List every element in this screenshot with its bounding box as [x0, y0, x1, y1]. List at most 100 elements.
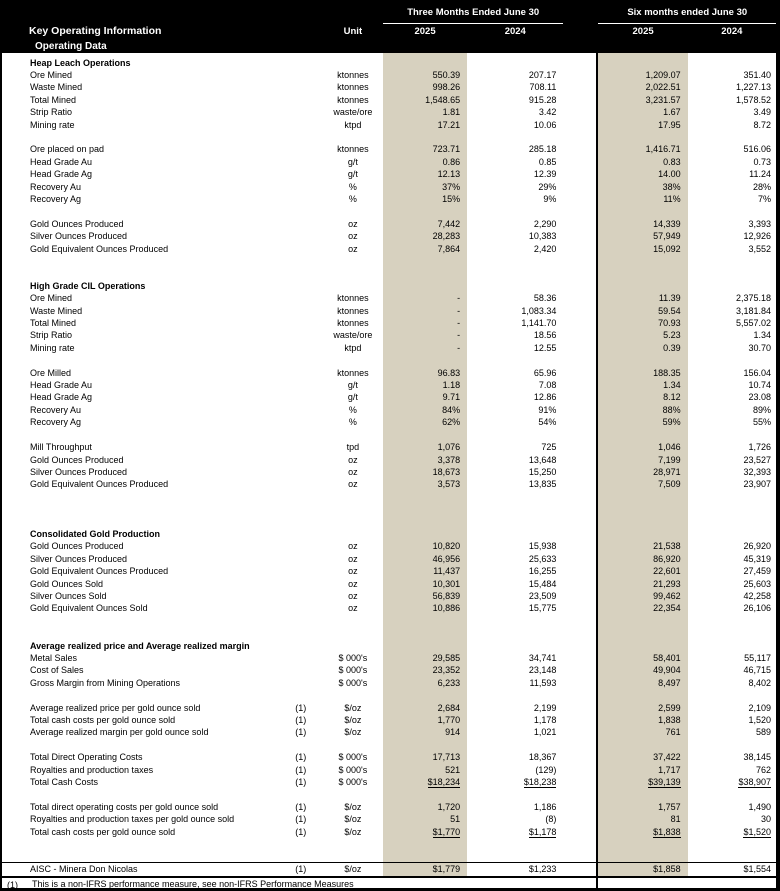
footnote-ref — [279, 131, 323, 143]
spacer-row — [2, 428, 776, 442]
table-row: Average realized margin per gold ounce s… — [2, 726, 776, 739]
row-label — [2, 205, 279, 217]
row-label: Silver Ounces Produced — [30, 231, 128, 242]
value-6m-2024 — [688, 516, 776, 528]
unit-cell — [323, 850, 383, 862]
value-3m-2024: 915.28 — [528, 94, 557, 105]
value-6m-2025 — [597, 614, 688, 628]
row-label: Mill Throughput — [30, 442, 92, 453]
value-6m-2025 — [597, 515, 688, 528]
row-label: Ore Mined — [30, 70, 73, 80]
row-label: Average realized margin per gold ounce s… — [30, 727, 209, 738]
value-6m-2024: 7% — [757, 194, 771, 205]
row-label — [2, 850, 279, 862]
value-3m-2025: 550.39 — [382, 69, 468, 82]
value-6m-2025 — [597, 205, 688, 218]
value-6m-2025 — [597, 428, 688, 442]
value-6m-2025 — [597, 255, 688, 268]
value-3m-2025 — [382, 850, 468, 863]
column-divider — [563, 366, 599, 380]
table-row: Total direct operating costs per gold ou… — [2, 800, 776, 814]
value-6m-2024: 1.34 — [753, 330, 771, 341]
spacer-row — [2, 255, 776, 268]
unit-cell: $/oz — [344, 814, 362, 825]
row-label: Royalties and production taxes per gold … — [30, 814, 235, 825]
report-title: Key Operating Information — [2, 23, 279, 39]
table-row: Average realized price per gold ounce so… — [2, 701, 776, 714]
value-3m-2024 — [467, 267, 563, 279]
column-divider — [563, 763, 599, 776]
value-3m-2025: 6,233 — [382, 676, 468, 690]
unit-cell: ktonnes — [337, 305, 369, 316]
value-3m-2025: 2,684 — [382, 701, 468, 714]
value-6m-2025 — [597, 131, 688, 144]
value-6m-2025 — [597, 354, 688, 367]
row-label — [2, 255, 279, 267]
unit-cell: % — [348, 404, 357, 415]
footnote-ref — [279, 354, 323, 366]
footnote-ref: (1) — [295, 752, 307, 763]
value-3m-2024: $18,238 — [523, 776, 557, 789]
footnote-ref — [279, 441, 323, 453]
spacer-row — [2, 614, 776, 628]
value-3m-2025: 23,352 — [382, 664, 468, 677]
value-6m-2024: 2,375.18 — [735, 293, 771, 304]
footnote-ref — [279, 243, 323, 255]
column-divider — [563, 53, 599, 69]
header-spacer — [597, 39, 776, 53]
value-3m-2024 — [467, 205, 563, 217]
column-divider — [563, 354, 599, 367]
value-6m-2024 — [688, 528, 776, 540]
value-3m-2025: 7,442 — [382, 217, 468, 231]
period-header-six-months: Six months ended June 30 — [597, 2, 776, 24]
value-6m-2024: 8.72 — [753, 119, 771, 130]
table-row: Gold Ounces Produced oz 7,442 2,290 14,339 3,… — [2, 217, 776, 231]
value-3m-2024: 0.85 — [538, 156, 557, 167]
value-6m-2024: 10.74 — [748, 380, 771, 391]
value-6m-2025: 8,497 — [597, 676, 688, 690]
value-3m-2025: - — [382, 317, 468, 330]
value-3m-2024: 23,509 — [528, 590, 557, 601]
unit-column-header: Unit — [322, 23, 383, 39]
value-3m-2025: 3,378 — [382, 453, 468, 466]
value-6m-2024: 55,117 — [744, 652, 771, 663]
footnote-ref — [279, 528, 323, 540]
value-6m-2025 — [597, 490, 688, 504]
value-3m-2025: 62% — [382, 416, 468, 429]
value-6m-2024 — [688, 280, 776, 292]
value-3m-2025: 1.18 — [382, 379, 468, 392]
value-3m-2024 — [467, 354, 563, 366]
footnote-ref — [279, 540, 323, 552]
value-6m-2024: 26,106 — [743, 603, 771, 614]
value-6m-2024: 12,926 — [743, 231, 771, 242]
column-divider — [563, 118, 599, 132]
value-6m-2024: 1,227.13 — [735, 82, 771, 93]
column-divider — [563, 825, 599, 838]
footnote-ref — [279, 739, 323, 751]
footnote-row: (1) This is a non-IFRS performance measu… — [2, 875, 776, 888]
table-row: Head Grade Au g/t 0.86 0.85 0.83 0.73 — [2, 155, 776, 169]
value-6m-2025: 81 — [597, 813, 688, 826]
row-label: Strip Ratio — [30, 330, 73, 341]
value-6m-2025: 86,920 — [597, 552, 688, 566]
footnote-ref — [279, 590, 323, 602]
value-6m-2024 — [688, 429, 776, 441]
row-label: Silver Ounces Produced — [30, 466, 128, 477]
column-divider — [563, 131, 599, 144]
table-row: Royalties and production taxes (1) $ 000's… — [2, 763, 776, 776]
column-divider — [563, 515, 599, 528]
row-label: Mining rate — [30, 342, 75, 353]
unit-cell — [323, 739, 383, 751]
row-label: Heap Leach Operations — [30, 57, 131, 68]
spacer-row — [2, 205, 776, 218]
value-6m-2025: 15,092 — [597, 242, 688, 256]
row-label: Average realized price and Average reali… — [30, 640, 250, 651]
unit-cell — [323, 615, 383, 627]
value-6m-2024: 45,319 — [743, 553, 771, 564]
column-divider — [563, 2, 599, 23]
value-6m-2025: 21,538 — [597, 540, 688, 553]
footnote-ref — [279, 181, 323, 193]
year-header-6m-2025: 2025 — [597, 23, 688, 39]
value-6m-2025: 21,293 — [597, 577, 688, 590]
